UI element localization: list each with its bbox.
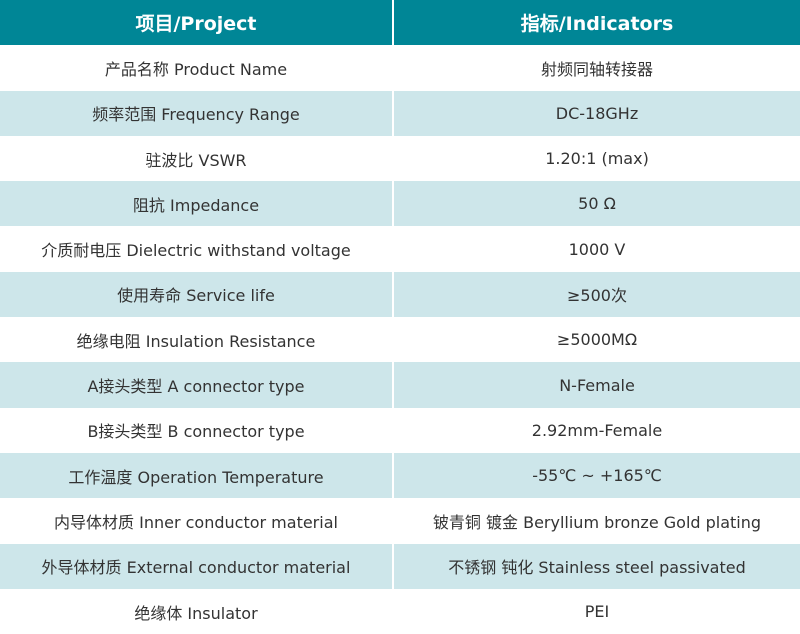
indicator-cell: ≥5000MΩ <box>556 330 638 350</box>
indicator-cell: 50 Ω <box>394 181 800 227</box>
indicator-cell: 铍青铜 镀金 Beryllium bronze Gold plating <box>432 512 762 532</box>
project-cell: 频率范围 Frequency Range <box>0 90 394 136</box>
indicator-cell: ≥500次 <box>394 271 800 318</box>
project-cell: A接头类型 A connector type <box>0 362 394 408</box>
indicator-cell: DC-18GHz <box>394 90 800 136</box>
table-row: 使用寿命 Service life ≥500次 <box>0 271 800 318</box>
table-row: B接头类型 B connector type 2.92mm-Female <box>0 407 800 453</box>
indicator-cell: 1.20:1 (max) <box>545 149 649 169</box>
indicator-cell: 不锈钢 钝化 Stainless steel passivated <box>394 543 800 589</box>
indicator-cell: N-Female <box>394 362 800 408</box>
table-row: 内导体材质 Inner conductor material 铍青铜 镀金 Ber… <box>0 498 800 544</box>
indicator-cell: PEI <box>584 602 610 621</box>
table-row: 驻波比 VSWR 1.20:1 (max) <box>0 135 800 182</box>
project-cell: 内导体材质 Inner conductor material <box>0 498 394 544</box>
table-row: 绝缘电阻 Insulation Resistance ≥5000MΩ <box>0 317 800 363</box>
project-cell: 驻波比 VSWR <box>0 135 394 182</box>
project-cell: 外导体材质 External conductor material <box>0 543 394 589</box>
project-cell: B接头类型 B connector type <box>0 407 394 453</box>
indicator-cell: -55℃ ~ +165℃ <box>394 452 800 499</box>
project-cell: 绝缘体 Insulator <box>0 588 394 634</box>
indicator-cell: 1000 V <box>568 239 626 259</box>
table-row: 外导体材质 External conductor material 不锈钢 钝化 … <box>0 543 800 589</box>
project-cell: 绝缘电阻 Insulation Resistance <box>0 317 394 363</box>
table-row: 介质耐电压 Dielectric withstand voltage 1000 V <box>0 226 800 272</box>
table-row: 频率范围 Frequency Range DC-18GHz <box>0 90 800 136</box>
table-row: 绝缘体 Insulator PEI <box>0 588 800 634</box>
project-cell: 使用寿命 Service life <box>0 271 394 318</box>
header-row: 项目/Project 指标/Indicators <box>0 0 800 46</box>
table-row: 工作温度 Operation Temperature -55℃ ~ +165℃ <box>0 452 800 499</box>
project-cell: 介质耐电压 Dielectric withstand voltage <box>0 226 394 272</box>
table-row: 阻抗 Impedance 50 Ω <box>0 181 800 227</box>
project-cell: 产品名称 Product Name <box>0 45 394 91</box>
indicator-cell: 射频同轴转接器 <box>540 59 653 79</box>
project-cell: 阻抗 Impedance <box>0 181 394 227</box>
table-row: A接头类型 A connector type N-Female <box>0 362 800 408</box>
indicator-cell: 2.92mm-Female <box>531 420 663 440</box>
table-row: 产品名称 Product Name 射频同轴转接器 <box>0 45 800 91</box>
header-indicators: 指标/Indicators <box>394 0 800 46</box>
project-cell: 工作温度 Operation Temperature <box>0 452 394 499</box>
header-project: 项目/Project <box>0 0 394 46</box>
